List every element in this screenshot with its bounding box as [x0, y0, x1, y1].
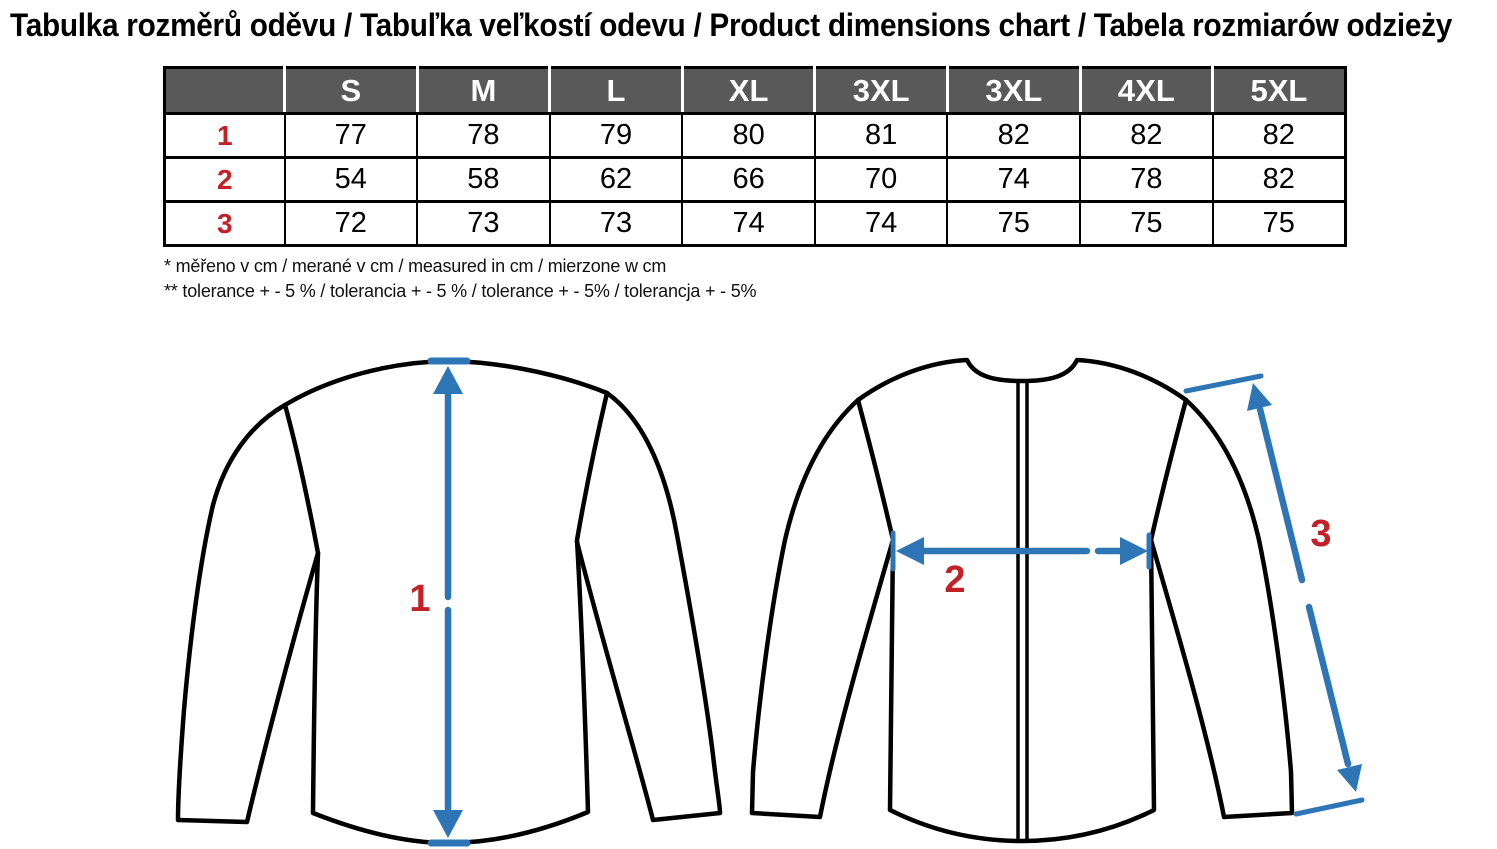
- dimension-label-1: 1: [409, 578, 430, 620]
- measurement-cell: 82: [946, 112, 1082, 159]
- measurement-cell: 62: [548, 156, 684, 203]
- back-left-sleeve: [175, 402, 321, 825]
- dimension-label-3: 3: [1310, 513, 1331, 555]
- measurement-cell: 73: [416, 200, 551, 247]
- measurement-cell: 74: [813, 200, 949, 247]
- measurement-cell: 74: [946, 156, 1082, 203]
- size-column-header: 4XL: [1078, 67, 1213, 115]
- header-row: S M L XL 3XL 3XL 4XL 5XL: [163, 67, 1346, 115]
- measurement-cell: 54: [283, 156, 419, 203]
- front-right-sleeve: [1148, 397, 1295, 820]
- arrowhead-left-icon: [896, 537, 924, 565]
- size-column-header: L: [548, 67, 683, 115]
- measurement-cell: 80: [681, 112, 816, 159]
- size-table: S M L XL 3XL 3XL 4XL 5XL 1 77 78 79 80 81 82 82 82 2 54 58…: [163, 66, 1347, 247]
- corner-header-cell: [163, 67, 285, 115]
- size-column-header: 3XL: [813, 67, 948, 115]
- measurement-cell: 79: [548, 112, 684, 159]
- measurement-cell: 75: [946, 200, 1082, 247]
- dimension-arrow-2: 2: [890, 530, 1152, 601]
- measurement-cell: 77: [283, 112, 419, 159]
- measurement-cell: 78: [1079, 156, 1214, 203]
- size-column-header: XL: [680, 67, 815, 115]
- table-row: 3 72 73 73 74 74 75 75 75: [163, 200, 1347, 247]
- row-number-label: 3: [163, 200, 286, 247]
- size-column-header: 3XL: [945, 67, 1081, 115]
- measurement-cell: 70: [813, 156, 949, 203]
- jacket-back-view: [175, 358, 723, 846]
- size-column-header: M: [415, 67, 550, 115]
- arrowhead-lower-icon: [1337, 764, 1362, 792]
- size-table-body: 1 77 78 79 80 81 82 82 82 2 54 58 62 66 70 74 78 82 3 72 73 7…: [163, 112, 1347, 247]
- back-right-sleeve: [574, 390, 723, 823]
- dimension-arrow-1: 1: [409, 357, 471, 847]
- front-body-outline: [855, 357, 1189, 844]
- measurement-cell: 82: [1211, 112, 1347, 159]
- zipper-lines: [1016, 380, 1029, 842]
- measurement-cell: 58: [416, 156, 551, 203]
- measurement-cell: 78: [416, 112, 551, 159]
- measurement-cell: 82: [1211, 156, 1347, 203]
- page-title: Tabulka rozměrů oděvu / Tabuľka veľkostí…: [10, 7, 1453, 43]
- front-left-sleeve: [749, 397, 896, 820]
- row-number-label: 1: [163, 112, 286, 159]
- footnote-units: * měřeno v cm / merané v cm / measured i…: [164, 256, 667, 276]
- jacket-front-view: [749, 357, 1295, 844]
- measurement-cell: 72: [283, 200, 419, 247]
- measurement-cell: 75: [1079, 200, 1214, 247]
- arrowhead-upper-icon: [1247, 383, 1272, 411]
- footnote-tolerance: ** tolerance + - 5 % / tolerancia + - 5 …: [164, 281, 757, 301]
- dimension-arrow-3: 3: [1183, 373, 1365, 817]
- measurement-cell: 75: [1211, 200, 1347, 247]
- dimension-label-2: 2: [944, 559, 965, 601]
- measurement-cell: 74: [681, 200, 816, 247]
- arrowhead-right-icon: [1120, 537, 1148, 565]
- table-row: 1 77 78 79 80 81 82 82 82: [163, 112, 1347, 159]
- row-number-label: 2: [163, 156, 286, 203]
- back-body-outline: [282, 358, 610, 846]
- size-column-header: 5XL: [1211, 67, 1346, 115]
- measurement-cell: 81: [813, 112, 949, 159]
- measurement-cell: 82: [1079, 112, 1214, 159]
- size-column-header: S: [283, 67, 418, 115]
- table-row: 2 54 58 62 66 70 74 78 82: [163, 156, 1347, 203]
- measurement-cell: 66: [681, 156, 816, 203]
- measurement-cell: 73: [548, 200, 684, 247]
- arrowhead-down-icon: [433, 810, 463, 838]
- arrowhead-up-icon: [433, 366, 463, 394]
